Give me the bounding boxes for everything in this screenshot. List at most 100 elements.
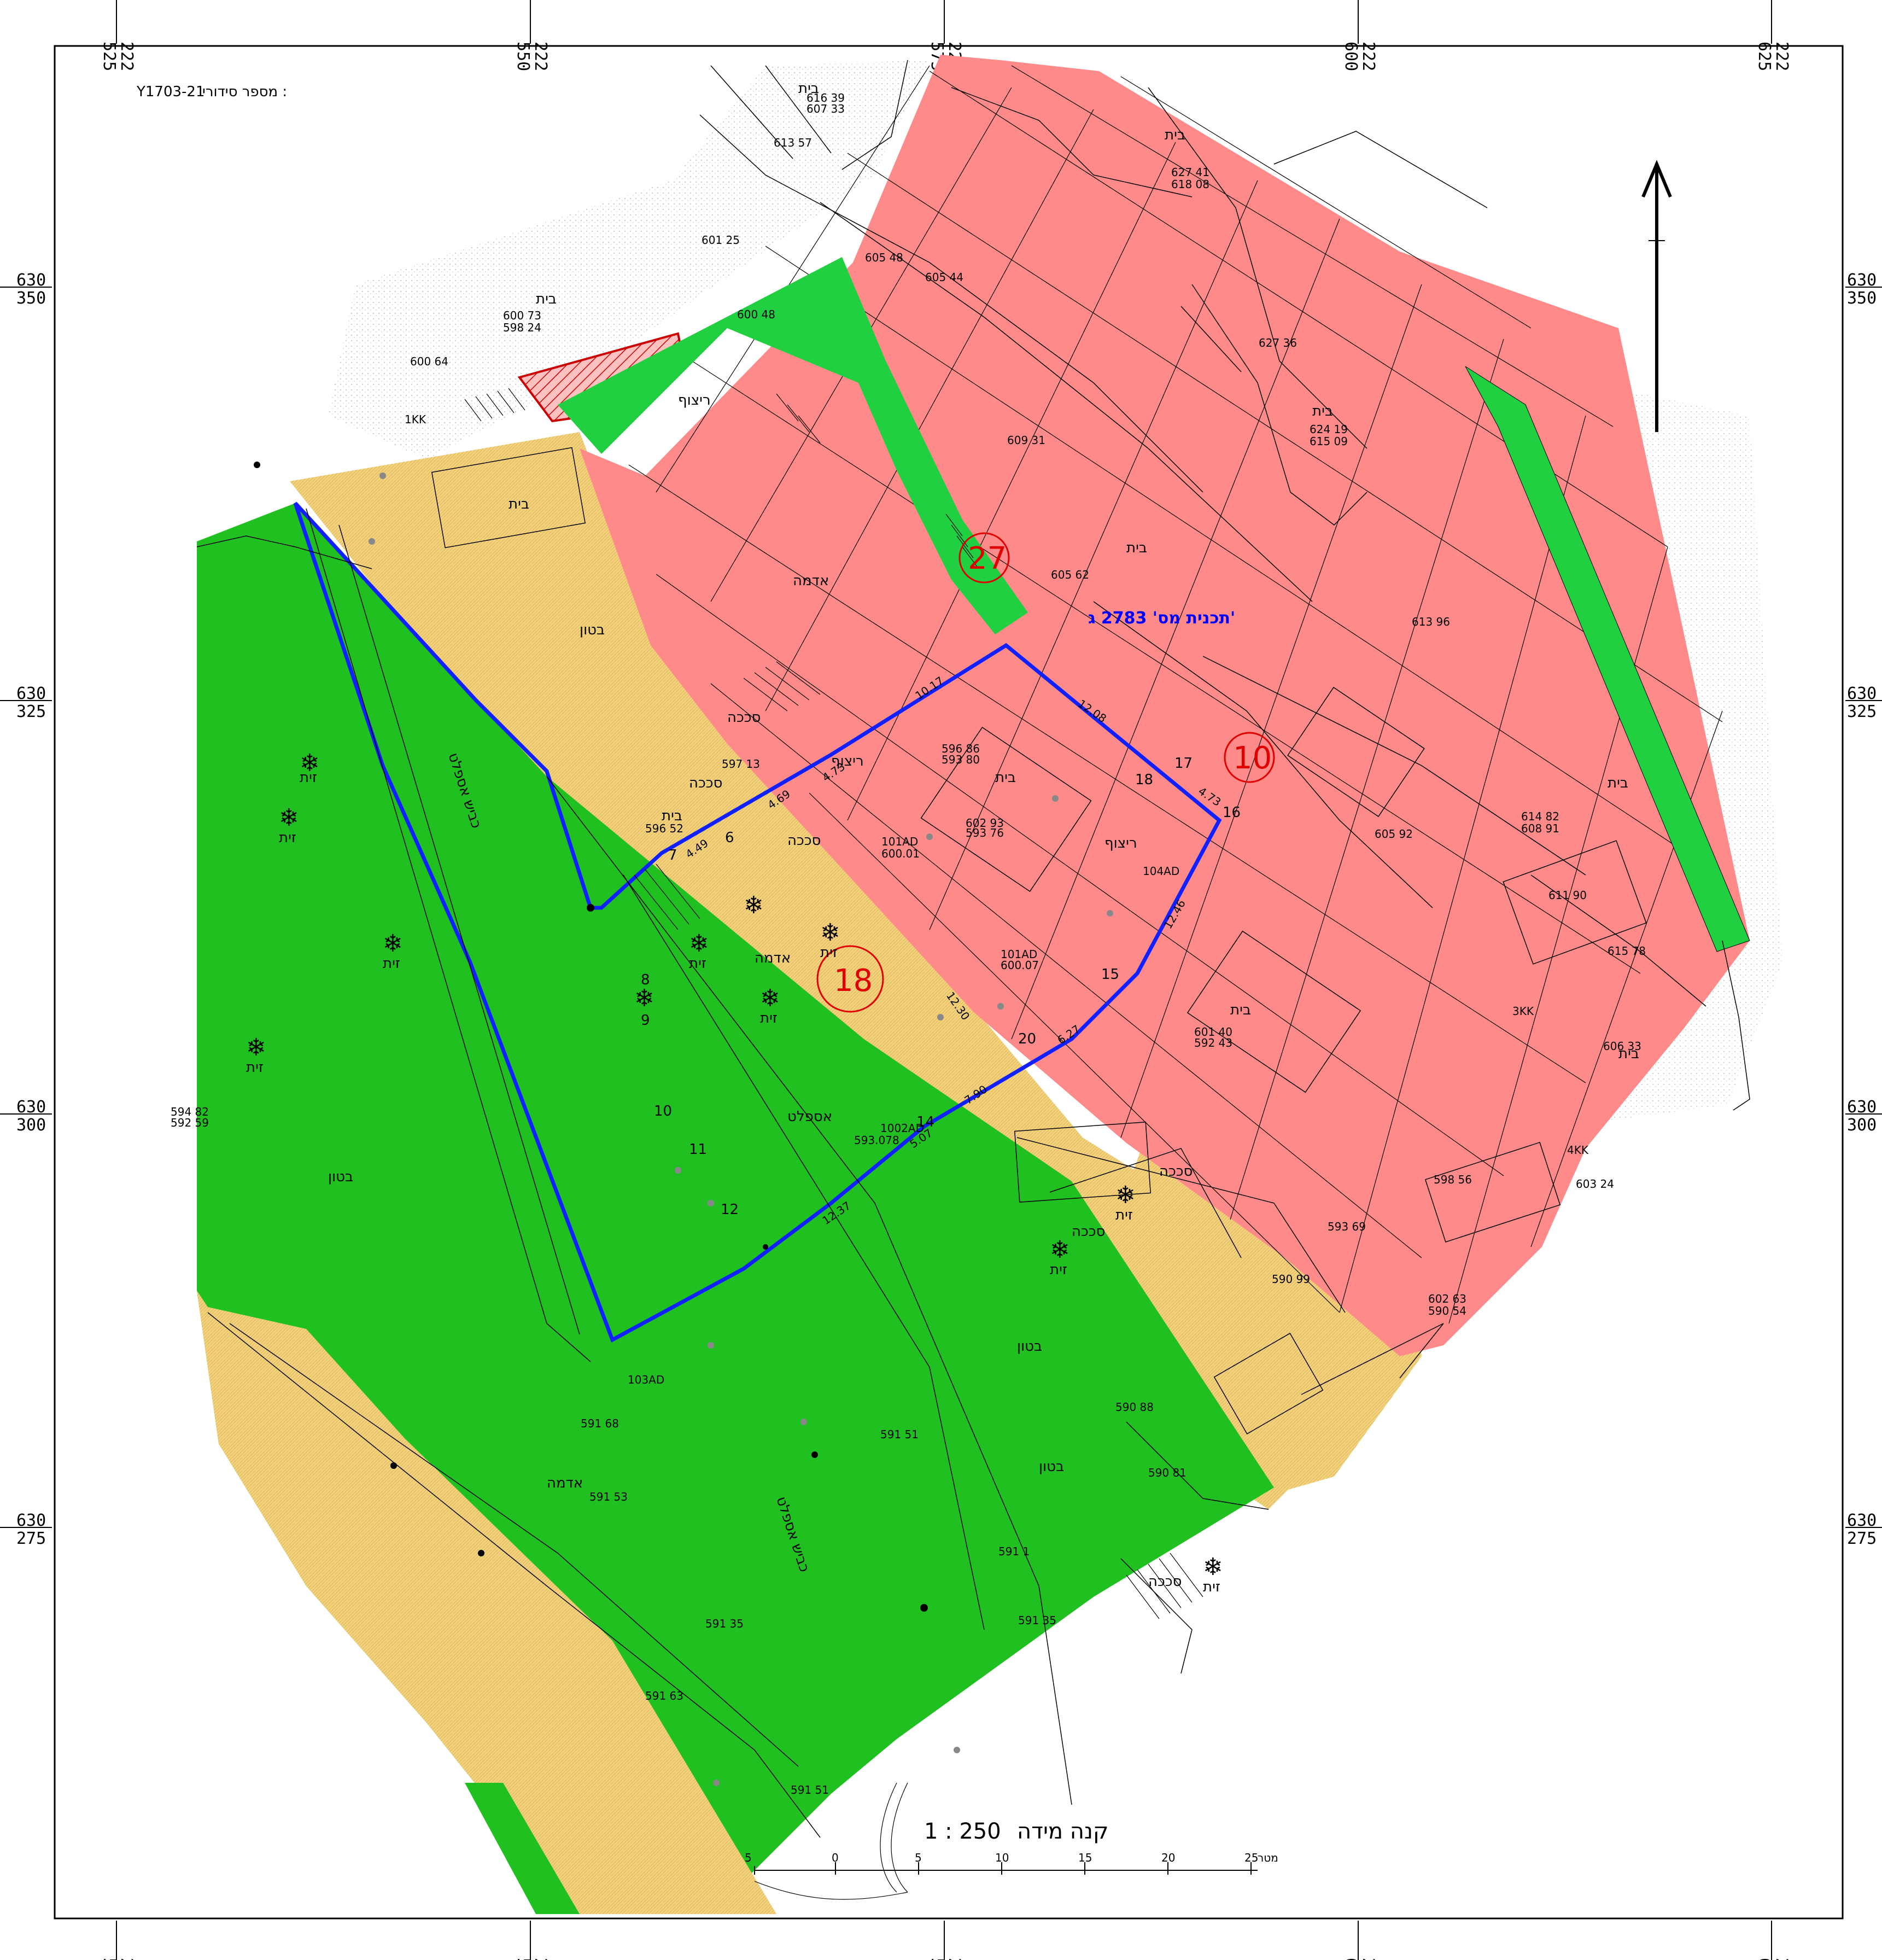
label-house-10: בית (662, 808, 682, 824)
elev-590-99: 590 99 (1272, 1273, 1310, 1286)
elev-601-25: 601 25 (702, 234, 740, 247)
elev-593-80: 593 80 (942, 753, 980, 766)
olive-label-3: זית (383, 955, 400, 972)
label-concrete-1: בטון (580, 622, 605, 638)
elev-606-33: 606 33 (1603, 1040, 1641, 1053)
scale-tick-25: 25 (1244, 1851, 1258, 1864)
open-space-bottom-left (465, 1783, 580, 1914)
code-3kk: 3KK (1512, 1005, 1534, 1018)
elev-591-35b: 591 35 (1018, 1614, 1056, 1627)
y-prefix-3: 630 (16, 1098, 46, 1117)
label-pergola-4: סככה (1072, 1223, 1105, 1240)
elev-591-1: 591 1 (998, 1545, 1030, 1558)
olive-label-1: זית (300, 769, 317, 786)
olive-icon: ❄ (1203, 1553, 1223, 1581)
elev-615-09: 615 09 (1310, 435, 1348, 448)
label-house-4: בית (1312, 403, 1333, 419)
elev-598-24: 598 24 (503, 321, 541, 334)
elev-605-92: 605 92 (1375, 827, 1413, 841)
code-104ad: 104AD (1143, 865, 1179, 878)
elev-614-82: 614 82 (1521, 810, 1559, 823)
x-labels-top: 222 525 222 550 222 575 222 600 222 625 (100, 42, 1791, 71)
elev-600-48: 600 48 (737, 308, 775, 321)
y-label-r300: 300 (1847, 1116, 1877, 1135)
y-prefix-1: 630 (16, 271, 46, 290)
label-pergola-1: סככה (727, 709, 761, 726)
y-label-r275: 275 (1847, 1529, 1877, 1548)
code-1002ad: 1002AD (880, 1122, 924, 1135)
elev-602-93: 602 93 (966, 816, 1004, 830)
x-labels-bottom: 222 525 222 550 222 575 222 600 222 625 (100, 1958, 1791, 1960)
vertex-14: 14 (916, 1114, 934, 1130)
elev-591-35: 591 35 (705, 1617, 744, 1630)
scale-tick-0: 0 (832, 1851, 839, 1864)
elev-608-91: 608 91 (1521, 822, 1559, 835)
parcel-boundary (293, 501, 1222, 1343)
label-house-5: בית (1126, 540, 1147, 556)
scale-ratio: 1 : 250 (924, 1819, 1001, 1844)
code-4kk: 4KK (1567, 1144, 1589, 1157)
code-101ad-b: 101AD (1001, 948, 1037, 961)
y-labels-left: 630 350 630 325 630 300 630 275 (16, 271, 46, 1548)
label-house-7: בית (1608, 775, 1628, 791)
olive-label-8: זית (1115, 1207, 1133, 1223)
elev-591-63: 591 63 (645, 1689, 683, 1702)
olive-label-10: זית (1203, 1579, 1220, 1595)
label-concrete-3: בטון (1017, 1338, 1042, 1355)
serial-block: Y1703-21 מספר סידורי : (136, 84, 287, 100)
elev-591-68: 591 68 (581, 1417, 619, 1430)
north-arrow[interactable] (1641, 160, 1672, 432)
elev-609-31: 609 31 (1007, 434, 1045, 447)
olive-label-4: זית (246, 1059, 264, 1076)
zone-labels: 10 18 27 (816, 532, 1275, 1013)
vertex-20: 20 (1018, 1031, 1036, 1047)
x-prefix-b5: 222 (1772, 1958, 1791, 1960)
scale-tick-10: 10 (995, 1851, 1009, 1864)
elev-600-64: 600 64 (410, 355, 448, 368)
elev-603-24: 603 24 (1576, 1177, 1614, 1191)
elev-593-69: 593 69 (1328, 1220, 1366, 1233)
plan-title: תכנית מס' 2783 ג' (1088, 609, 1235, 628)
open-space-diagonal (558, 257, 1028, 634)
elev-590-81: 590 81 (1148, 1466, 1187, 1479)
zone-10-number: 10 (1233, 740, 1272, 776)
x-label-b550: 550 (513, 1958, 533, 1960)
zone-27-number: 27 (968, 541, 1007, 576)
x-label-525: 525 (100, 42, 119, 71)
olive-icon: ❄ (760, 984, 780, 1012)
scale-label: קנה מידה (1017, 1819, 1108, 1844)
y-label-350: 350 (16, 289, 46, 308)
survey-lines (196, 60, 1750, 1838)
olive-label-2: זית (279, 830, 296, 846)
elev-600-73: 600 73 (503, 309, 541, 322)
label-soil-2: אדמה (755, 950, 791, 966)
olive-icon: ❄ (246, 1034, 266, 1061)
elev-592-59: 592 59 (171, 1116, 209, 1129)
elev-590-88: 590 88 (1115, 1401, 1154, 1414)
elev-613-96: 613 96 (1412, 615, 1450, 628)
elev-627-36: 627 36 (1259, 336, 1297, 349)
y-label-r325: 325 (1847, 702, 1877, 721)
code-600-01: 600.01 (881, 847, 920, 860)
label-house-1: בית (536, 291, 557, 307)
olive-icon: ❄ (820, 919, 840, 947)
scale-tick-5-left: 5 (745, 1851, 752, 1864)
label-pergola-6: סככה (1148, 1573, 1182, 1590)
vertex-18: 18 (1135, 772, 1153, 788)
scale-tick-5: 5 (915, 1851, 922, 1864)
olive-icon: ❄ (1050, 1236, 1070, 1264)
elevation-labels: 600 64 600 73 598 24 616 39 607 33 613 5… (171, 91, 1646, 1796)
elev-615-78: 615 78 (1608, 944, 1646, 958)
residential-grid (628, 65, 1723, 1324)
vertex-9: 9 (641, 1012, 650, 1029)
olive-icon: ❄ (279, 804, 299, 832)
elev-611-90: 611 90 (1548, 889, 1587, 902)
label-concrete-2: בטון (328, 1169, 353, 1185)
pergola-hatches (464, 388, 1203, 1619)
label-soil-3: אדמה (547, 1475, 583, 1491)
y-prefix-r4: 630 (1847, 1511, 1877, 1530)
elev-616-39: 616 39 (806, 91, 845, 104)
vertex-10: 10 (654, 1103, 672, 1119)
label-house-9: בית (1618, 1046, 1639, 1062)
